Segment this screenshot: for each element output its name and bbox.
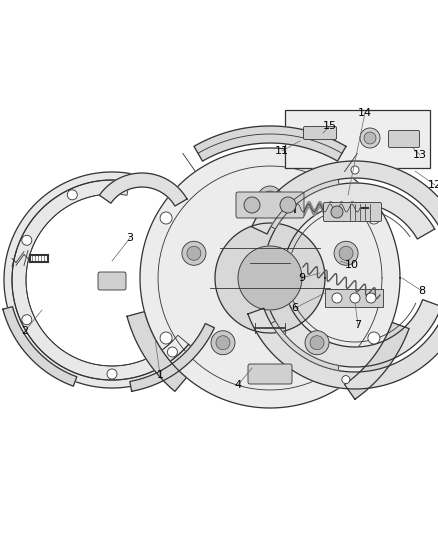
Polygon shape — [248, 308, 438, 389]
Polygon shape — [130, 324, 215, 391]
Polygon shape — [140, 148, 400, 408]
Circle shape — [216, 336, 230, 350]
Text: 14: 14 — [358, 108, 372, 118]
Circle shape — [160, 212, 172, 224]
FancyBboxPatch shape — [236, 192, 304, 218]
Text: 10: 10 — [345, 260, 359, 270]
Text: 3: 3 — [127, 233, 134, 243]
FancyBboxPatch shape — [324, 203, 381, 222]
FancyBboxPatch shape — [389, 131, 420, 148]
Circle shape — [182, 241, 206, 265]
Circle shape — [364, 132, 376, 144]
Circle shape — [331, 206, 343, 218]
Polygon shape — [263, 183, 438, 367]
Circle shape — [339, 246, 353, 260]
Text: 2: 2 — [21, 326, 28, 336]
Circle shape — [258, 186, 282, 210]
Circle shape — [334, 241, 358, 265]
Circle shape — [244, 197, 260, 213]
Circle shape — [22, 314, 32, 325]
Polygon shape — [271, 180, 339, 229]
Circle shape — [368, 212, 380, 224]
Circle shape — [360, 128, 380, 148]
Circle shape — [160, 332, 172, 344]
Circle shape — [350, 293, 360, 303]
Polygon shape — [99, 173, 187, 206]
Circle shape — [22, 235, 32, 245]
Text: 15: 15 — [323, 121, 337, 131]
Text: 7: 7 — [354, 320, 361, 330]
Circle shape — [342, 376, 350, 384]
FancyBboxPatch shape — [304, 126, 336, 140]
Bar — [325, 289, 383, 307]
Circle shape — [366, 293, 376, 303]
Polygon shape — [238, 246, 302, 310]
Text: 11: 11 — [275, 146, 289, 156]
Text: 9: 9 — [298, 273, 306, 283]
Polygon shape — [271, 321, 339, 370]
Circle shape — [280, 197, 296, 213]
Polygon shape — [3, 306, 77, 386]
Circle shape — [351, 166, 359, 174]
Circle shape — [67, 190, 77, 200]
Circle shape — [107, 369, 117, 379]
Polygon shape — [345, 322, 409, 399]
Circle shape — [167, 347, 177, 357]
Circle shape — [187, 246, 201, 260]
Polygon shape — [194, 126, 346, 161]
Text: 6: 6 — [292, 303, 299, 313]
Circle shape — [263, 191, 277, 205]
FancyBboxPatch shape — [98, 272, 126, 290]
Polygon shape — [215, 223, 325, 333]
Circle shape — [368, 332, 380, 344]
Polygon shape — [252, 161, 438, 234]
Text: 4: 4 — [234, 380, 242, 390]
Circle shape — [305, 330, 329, 355]
Text: 8: 8 — [418, 286, 426, 296]
Circle shape — [310, 336, 324, 350]
Circle shape — [332, 293, 342, 303]
FancyBboxPatch shape — [285, 110, 430, 168]
Text: 12: 12 — [428, 180, 438, 190]
FancyBboxPatch shape — [248, 364, 292, 384]
Polygon shape — [4, 172, 195, 388]
Circle shape — [211, 330, 235, 355]
Text: 13: 13 — [413, 150, 427, 160]
Text: 1: 1 — [156, 370, 163, 380]
Polygon shape — [127, 312, 187, 391]
Polygon shape — [12, 180, 189, 380]
